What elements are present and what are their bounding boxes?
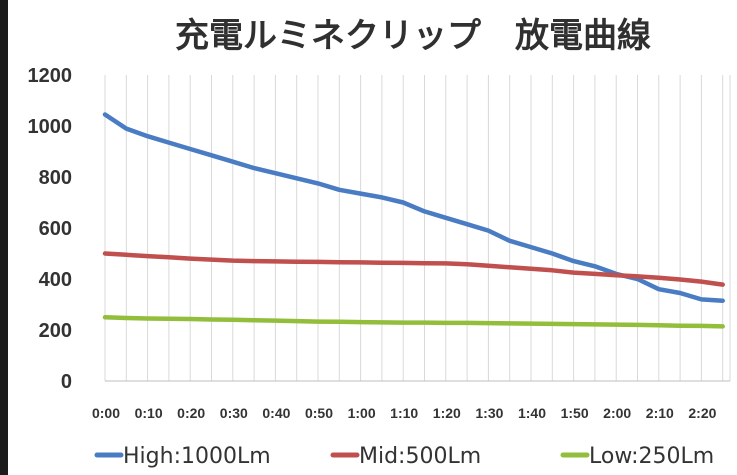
x-tick-label: 1:00 bbox=[348, 405, 376, 421]
x-tick-label: 1:30 bbox=[475, 405, 503, 421]
legend-label-1: High:1000Lm bbox=[123, 444, 271, 469]
x-tick-label: 1:20 bbox=[433, 405, 461, 421]
chart-svg: 充電ルミネクリップ 放電曲線 0 200 400 600 800 1000 1200 0:0… bbox=[28, 16, 731, 469]
x-tick-label: 1:10 bbox=[390, 405, 418, 421]
chart-title: 充電ルミネクリップ 放電曲線 bbox=[175, 16, 651, 56]
x-tick-label: 0:00 bbox=[92, 405, 120, 421]
y-tick-label: 1000 bbox=[28, 116, 73, 138]
x-tick-label: 1:50 bbox=[561, 405, 589, 421]
series-line-2 bbox=[102, 251, 725, 287]
x-tick-label: 2:20 bbox=[688, 405, 716, 421]
y-tick-label: 600 bbox=[39, 218, 72, 240]
series-line-3 bbox=[102, 315, 725, 329]
x-tick-label: 0:10 bbox=[135, 405, 163, 421]
y-tick-label: 200 bbox=[39, 320, 72, 342]
legend-label-2: Mid:500Lm bbox=[359, 444, 481, 469]
y-tick-label: 0 bbox=[61, 371, 72, 393]
grid-lines bbox=[104, 75, 731, 381]
x-tick-label: 2:10 bbox=[646, 405, 674, 421]
x-tick-label: 2:00 bbox=[603, 405, 631, 421]
x-tick-label: 0:20 bbox=[177, 405, 205, 421]
series-line-1 bbox=[102, 112, 725, 303]
series-lines bbox=[102, 112, 725, 329]
y-tick-label: 400 bbox=[39, 269, 72, 291]
y-tick-labels: 0 200 400 600 800 1000 1200 bbox=[28, 65, 73, 393]
x-tick-label: 0:30 bbox=[220, 405, 248, 421]
legend-label-3: Low:250Lm bbox=[589, 444, 714, 469]
y-tick-label: 800 bbox=[39, 167, 72, 189]
legend: High:1000Lm Mid:500Lm Low:250Lm bbox=[94, 444, 714, 469]
x-tick-label: 0:50 bbox=[305, 405, 333, 421]
chart-panel: 充電ルミネクリップ 放電曲線 0 200 400 600 800 1000 1200 0:0… bbox=[8, 0, 737, 475]
x-tick-labels: 0:00 0:10 0:20 0:30 0:40 0:50 1:00 1:10 1:20 1:30… bbox=[92, 405, 717, 421]
x-tick-label: 1:40 bbox=[518, 405, 546, 421]
y-tick-label: 1200 bbox=[28, 65, 73, 87]
x-tick-label: 0:40 bbox=[262, 405, 290, 421]
